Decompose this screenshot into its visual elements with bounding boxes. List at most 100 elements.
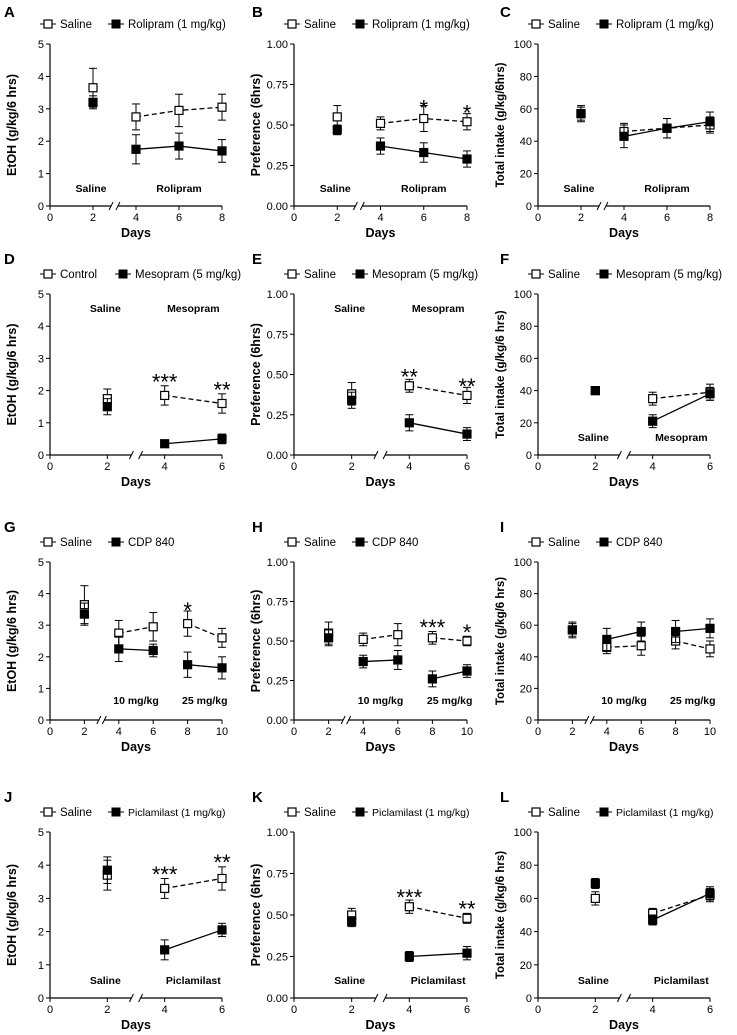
treatment-point: [102, 865, 112, 875]
saline-point: [174, 105, 184, 116]
legend-label-saline: Saline: [60, 807, 92, 819]
x-tick-label: 2: [569, 726, 575, 738]
axis-break-mark: [101, 715, 107, 725]
x-tick-label: 6: [464, 1004, 470, 1016]
y-axis-label: EtOH (g/kg/6 hrs): [5, 74, 19, 176]
treatment-point: [462, 429, 472, 439]
legend: Saline CDP 840: [40, 537, 174, 549]
phase-label-1: Saline: [578, 432, 609, 444]
axis-break-mark: [359, 201, 365, 211]
legend-label-saline: Saline: [548, 19, 580, 31]
treatment-point: [332, 125, 342, 135]
y-tick-label: 3: [38, 104, 44, 116]
series-treatment: [427, 664, 472, 688]
series-treatment: [404, 414, 472, 442]
axis-break-mark: [108, 201, 114, 211]
saline-line: [363, 634, 398, 641]
y-axis-label: Preference (6hrs): [249, 590, 263, 693]
series-treatment: [347, 391, 357, 409]
x-tick-label: 2: [349, 1004, 355, 1016]
legend-marker-saline: [43, 537, 53, 547]
treatment-point: [705, 623, 715, 633]
x-tick-label: 2: [81, 726, 87, 738]
legend-label-saline: Control: [60, 269, 97, 281]
treatment-point: [705, 389, 715, 399]
axis-break-mark: [128, 993, 134, 1003]
legend-label-saline: Saline: [60, 537, 92, 549]
x-tick-label: 2: [592, 461, 598, 473]
legend-label-treatment: Piclamilast (1 mg/kg): [616, 807, 713, 819]
treatment-point: [419, 147, 429, 158]
saline-point: [217, 633, 227, 643]
phase-label-1: Saline: [578, 975, 609, 987]
legend-label-saline: Saline: [548, 537, 580, 549]
axis-break-mark: [584, 715, 590, 725]
phase-label-2: Mesopram: [167, 303, 220, 315]
x-tick-label: 2: [578, 212, 584, 224]
x-tick-label: 10: [461, 726, 473, 738]
saline-point: [358, 634, 368, 645]
x-tick-label: 4: [116, 726, 122, 738]
legend: Saline Rolipram (1 mg/kg): [40, 19, 226, 31]
phase-label-1: 10 mg/kg: [601, 695, 647, 707]
treatment-point: [662, 123, 672, 133]
y-axis-label: EtOH (g/kg/6 hrs): [5, 590, 19, 692]
saline-point: [131, 112, 141, 122]
axis-break-mark: [346, 715, 352, 725]
treatment-line: [675, 627, 711, 633]
x-tick-label: 6: [219, 461, 225, 473]
x-tick-label: 6: [395, 726, 401, 738]
legend: Saline Piclamilast (1 mg/kg): [40, 807, 225, 819]
saline-point: [462, 117, 472, 127]
x-tick-label: 2: [349, 461, 355, 473]
y-tick-label: 1: [38, 169, 44, 181]
y-tick-label: 100: [514, 39, 532, 51]
legend-marker-saline: [531, 537, 541, 547]
y-tick-label: 0.75: [267, 869, 288, 881]
panel-letter: J: [4, 789, 12, 806]
saline-point: [217, 398, 227, 409]
treatment-point: [183, 660, 193, 670]
y-tick-label: 4: [38, 71, 44, 83]
series-treatment: [375, 137, 472, 168]
y-tick-label: 0.25: [267, 410, 288, 422]
y-tick-label: 2: [38, 136, 44, 148]
saline-point: [148, 622, 158, 632]
x-tick-label: 2: [592, 1004, 598, 1016]
x-axis-label: Days: [609, 740, 639, 754]
series-treatment: [102, 398, 112, 416]
series-treatment: [332, 124, 342, 136]
y-tick-label: 0.00: [267, 201, 288, 213]
x-tick-label: 4: [650, 1004, 656, 1016]
treatment-point: [88, 97, 98, 107]
treatment-line: [606, 630, 642, 641]
saline-point: [427, 633, 437, 643]
saline-line: [652, 391, 711, 400]
treatment-line: [118, 648, 154, 652]
y-tick-label: 0.75: [267, 597, 288, 609]
x-tick-label: 0: [535, 461, 541, 473]
x-axis-label: Days: [121, 1018, 151, 1032]
x-tick-label: 4: [650, 461, 656, 473]
phase-label-2: Rolipram: [156, 183, 202, 195]
legend-marker-treatment: [599, 269, 609, 279]
x-tick-label: 10: [704, 726, 716, 738]
x-tick-label: 4: [162, 1004, 168, 1016]
x-tick-label: 0: [291, 726, 297, 738]
treatment-line: [432, 670, 468, 680]
treatment-point: [347, 917, 357, 927]
treatment-point: [174, 141, 184, 151]
phase-label-2: Piclamilast: [654, 975, 709, 987]
panel-K: K Saline Piclamilast (1 mg/kg) 0.00 0.25 0.50…: [249, 789, 476, 1032]
legend-marker-saline: [287, 269, 297, 279]
phase-label-1: Saline: [90, 975, 121, 987]
y-axis-label: Total intake (g/kg/6 hrs): [495, 577, 507, 705]
series-treatment: [590, 877, 600, 889]
series-treatment: [88, 95, 98, 110]
phase-label-1: Saline: [76, 183, 107, 195]
legend-marker-treatment: [111, 537, 121, 547]
saline-point: [404, 902, 414, 912]
series-treatment: [602, 621, 646, 651]
x-tick-label: 0: [535, 726, 541, 738]
legend-label-treatment: Piclamilast (1 mg/kg): [128, 807, 225, 819]
